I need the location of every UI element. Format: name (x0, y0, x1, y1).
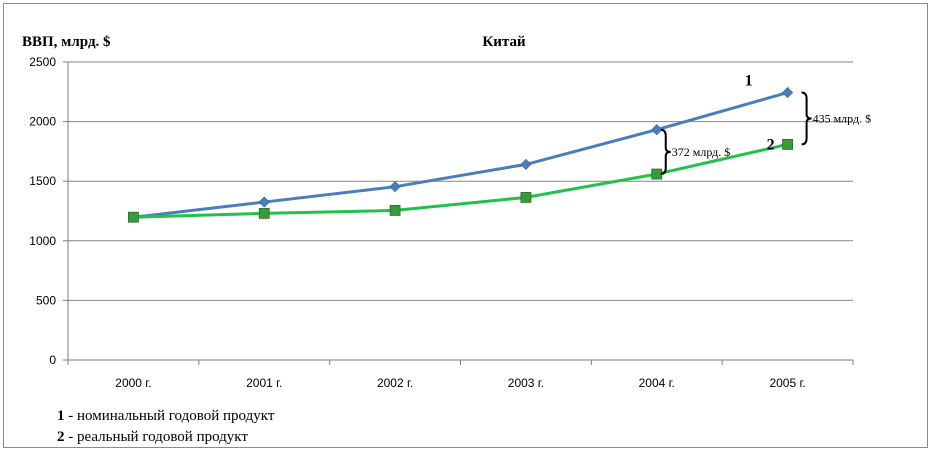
y-tick-label: 2500 (29, 55, 56, 69)
series-number-label: 1 (745, 73, 753, 90)
series-line-2 (133, 142, 788, 219)
point-diamond (389, 181, 401, 193)
y-tick-label: 2000 (29, 115, 56, 129)
annotation-brace (801, 91, 812, 146)
point-diamond (651, 124, 663, 136)
point-diamond (520, 158, 532, 170)
annotation-brace (660, 128, 671, 176)
series-number-label: 2 (767, 136, 775, 153)
point-diamond (782, 86, 794, 99)
y-tick-label: 1500 (29, 174, 56, 188)
point-square (389, 205, 401, 216)
point-square (520, 192, 532, 203)
x-tick-label: 2000 г. (115, 376, 151, 390)
point-square (782, 138, 793, 150)
y-tick-label: 0 (49, 353, 56, 367)
y-tick-label: 1000 (29, 234, 56, 248)
point-square (651, 168, 663, 180)
legend-item-nominal: 1 - номинальный годовой продукт (57, 406, 274, 427)
x-axis: 2000 г. 2001 г. 2002 г. 2003 г. 2004 г. 2005 … (67, 360, 854, 390)
x-tick-label: 2004 г. (639, 376, 675, 390)
point-square (258, 207, 270, 219)
chart-title: Китай (482, 34, 526, 50)
legend-item-real: 2 - реальный годовой продукт (57, 427, 274, 448)
legend-text: - реальный годовой продукт (64, 429, 248, 445)
y-axis-title: ВВП, млрд. $ (22, 34, 111, 50)
point-square (128, 211, 139, 223)
x-tick-label: 2001 г. (246, 376, 282, 390)
annotations: 372 млрд. $ 435 млрд. $ (660, 91, 872, 176)
series-line-1 (133, 91, 788, 219)
y-axis: 0 500 1000 1500 2000 2500 (29, 55, 69, 367)
legend: 1 - номинальный годовой продукт 2 - реал… (57, 406, 274, 448)
legend-text: - номинальный годовой продукт (64, 408, 275, 424)
annotation-label: 372 млрд. $ (672, 145, 731, 159)
series-group: 12 (127, 73, 794, 223)
legend-number: 1 (57, 408, 65, 424)
annotation-label: 435 млрд. $ (813, 111, 872, 125)
legend-number: 2 (57, 429, 65, 445)
x-tick-label: 2005 г. (769, 376, 805, 390)
x-tick-label: 2003 г. (508, 376, 544, 390)
point-diamond (258, 196, 270, 208)
chart-frame (3, 3, 928, 448)
x-tick-label: 2002 г. (377, 376, 413, 390)
y-tick-label: 500 (36, 293, 56, 307)
